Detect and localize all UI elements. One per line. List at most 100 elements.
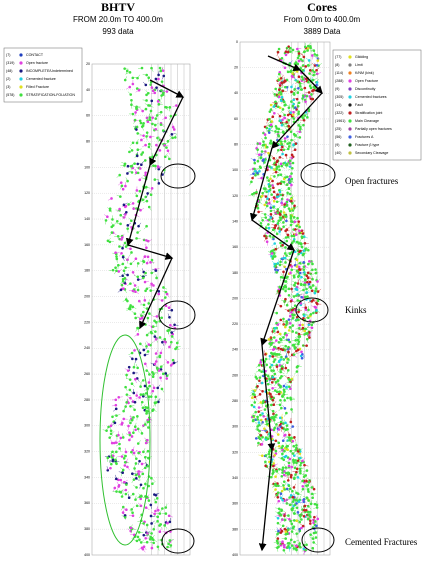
tadpole — [275, 339, 278, 342]
tadpole — [287, 118, 291, 122]
tadpole — [160, 387, 164, 391]
tadpole — [117, 485, 120, 488]
tadpole — [292, 519, 296, 522]
tadpole — [309, 45, 312, 48]
highlight-ellipse — [99, 334, 151, 546]
tadpole — [302, 265, 306, 269]
legend-count: (25) — [335, 127, 341, 131]
tadpole — [150, 522, 153, 525]
tadpole — [154, 337, 158, 341]
legend-marker — [348, 95, 352, 99]
tadpole — [273, 358, 277, 361]
tadpole — [281, 498, 284, 502]
tadpole — [315, 524, 318, 528]
tadpole — [268, 127, 271, 131]
tadpole — [258, 153, 261, 157]
tadpole — [119, 213, 123, 217]
tadpole — [123, 464, 127, 467]
tadpole — [282, 336, 285, 339]
tadpole — [285, 46, 289, 50]
tadpole — [299, 242, 303, 245]
tadpole — [274, 170, 278, 174]
tadpole — [269, 216, 273, 219]
tadpole — [167, 306, 171, 310]
tadpole — [292, 486, 296, 489]
tadpole — [288, 340, 292, 344]
tadpole — [135, 394, 139, 397]
tadpole — [296, 56, 300, 60]
tadpole — [298, 271, 302, 275]
tadpole — [272, 369, 275, 372]
tadpole — [169, 544, 173, 547]
legend-count: (14) — [335, 103, 341, 107]
tadpole — [306, 49, 309, 52]
tadpole — [285, 487, 289, 491]
tadpole — [279, 216, 283, 220]
tadpole — [287, 345, 290, 349]
tadpole — [115, 450, 118, 454]
tadpole — [267, 338, 271, 341]
tadpole — [262, 140, 265, 143]
tadpole — [136, 171, 140, 175]
tadpole — [134, 377, 137, 381]
tadpole — [131, 271, 135, 274]
tadpole — [273, 226, 277, 230]
tadpole — [273, 389, 277, 392]
legend-marker — [19, 85, 23, 89]
tadpole — [125, 401, 128, 404]
tadpole — [283, 140, 287, 143]
tadpole — [145, 93, 148, 97]
tadpole — [124, 204, 128, 208]
tadpole — [130, 508, 133, 511]
tadpole — [150, 546, 154, 550]
tadpole — [133, 162, 136, 165]
tadpole — [117, 433, 120, 437]
tadpole — [298, 229, 301, 233]
tadpole — [274, 264, 277, 268]
tadpole — [137, 224, 140, 228]
tadpole — [301, 487, 305, 491]
tadpole — [145, 199, 149, 203]
tadpole — [169, 340, 173, 344]
tadpole — [125, 69, 129, 73]
tadpole — [292, 547, 296, 550]
tadpole — [314, 271, 318, 275]
tadpole — [285, 183, 289, 186]
tadpole — [300, 526, 303, 530]
tadpole — [149, 503, 153, 507]
tadpole — [289, 299, 293, 303]
tadpole — [157, 73, 160, 77]
tadpole — [296, 459, 300, 463]
trend-arrow — [267, 55, 302, 71]
tadpole — [118, 442, 121, 446]
tadpole — [144, 143, 147, 147]
tadpole — [280, 148, 283, 152]
tadpole — [115, 441, 118, 444]
legend-marker — [348, 63, 352, 67]
tadpole — [272, 403, 276, 407]
tadpole — [276, 211, 280, 214]
legend-label: Fault — [355, 103, 363, 107]
tadpole — [268, 218, 271, 222]
tadpole — [126, 172, 129, 175]
tadpole — [293, 250, 297, 254]
tadpole — [135, 128, 138, 131]
tadpole — [167, 514, 171, 518]
tadpole — [290, 544, 294, 547]
tadpole — [144, 392, 148, 395]
tadpole — [296, 348, 300, 352]
tadpole — [297, 310, 300, 314]
tadpole — [265, 145, 269, 149]
legend-label: Cemented fractures — [355, 95, 387, 99]
tadpole — [276, 105, 280, 109]
tadpole — [295, 506, 299, 510]
legend-count: (114) — [335, 71, 343, 75]
tadpole — [130, 219, 133, 223]
tadpole — [282, 148, 286, 152]
tadpole — [156, 136, 159, 140]
tadpole — [287, 106, 291, 110]
tadpole — [152, 386, 156, 390]
legend-label: Glidding — [355, 55, 368, 59]
tadpole — [278, 263, 282, 267]
tadpole — [271, 472, 274, 475]
